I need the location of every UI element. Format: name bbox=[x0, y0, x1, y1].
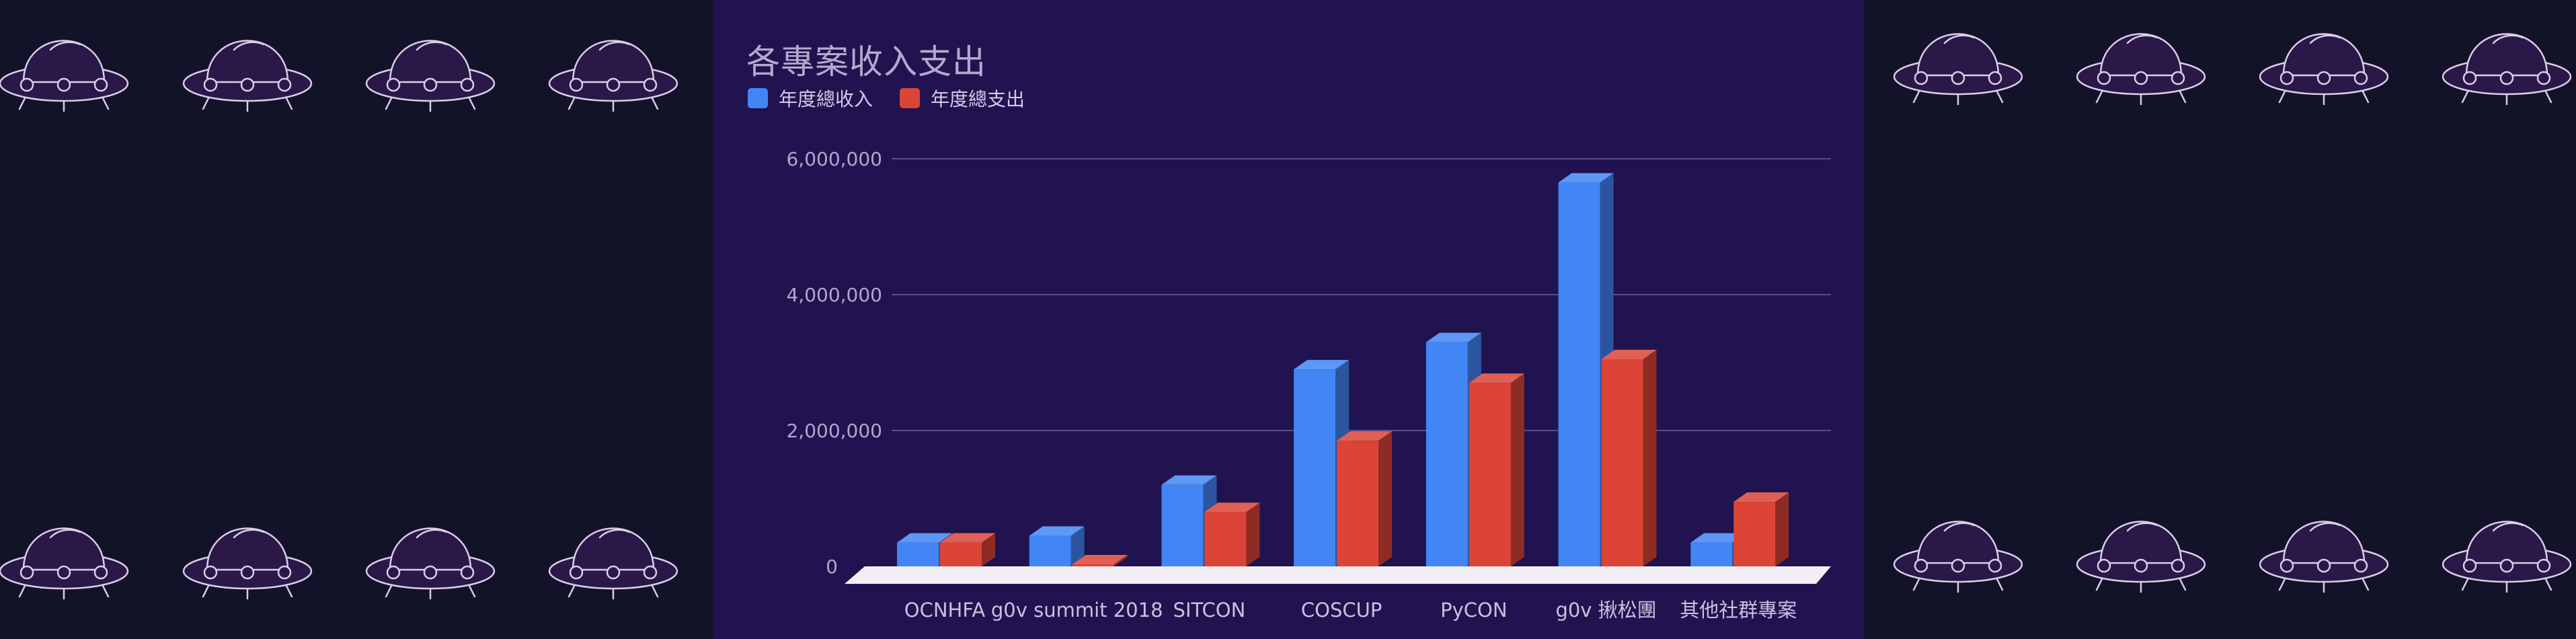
legend-item-expense[interactable]: 年度總支出 bbox=[900, 85, 1025, 112]
legend-item-income[interactable]: 年度總收入 bbox=[748, 85, 873, 112]
legend-swatch-income bbox=[748, 88, 768, 108]
bar-income-1 bbox=[1029, 526, 1085, 566]
ufo-icon bbox=[2076, 33, 2206, 106]
ufo-pattern-left bbox=[0, 40, 678, 600]
x-tick-label: 其他社群專案 bbox=[1680, 599, 1797, 622]
y-tick-label: 0 bbox=[826, 556, 838, 578]
ufo-icon bbox=[1893, 33, 2023, 106]
ufo-pattern-right bbox=[1893, 33, 2572, 593]
ufo-icon bbox=[2442, 33, 2572, 106]
chart-legend: 年度總收入 年度總支出 bbox=[748, 85, 1052, 112]
ufo-icon bbox=[548, 527, 678, 600]
y-tick-label: 4,000,000 bbox=[786, 284, 882, 306]
bar-expense-4 bbox=[1469, 373, 1524, 566]
chart-floor bbox=[845, 566, 1831, 584]
ufo-icon bbox=[2442, 521, 2572, 593]
bar-expense-0 bbox=[940, 533, 995, 566]
bar-expense-1 bbox=[1072, 554, 1128, 566]
x-tick-label: PyCON bbox=[1440, 599, 1507, 622]
x-tick-label: g0v 揪松團 bbox=[1555, 599, 1656, 622]
ufo-icon bbox=[2076, 521, 2206, 593]
ufo-icon bbox=[182, 40, 313, 112]
x-tick-label: g0v summit 2018 bbox=[991, 599, 1163, 622]
ufo-icon bbox=[548, 40, 678, 112]
ufo-icon bbox=[365, 40, 496, 112]
ufo-icon bbox=[2259, 521, 2389, 593]
bar-chart-plot: 0 2,000,000 4,000,000 6,000,000 OCNHFA g0v su… bbox=[786, 148, 1831, 622]
chart-panel: 各專案收入支出 年度總收入 年度總支出 0 2,000,000 4,000,000 6… bbox=[713, 0, 1864, 639]
bar-expense-3 bbox=[1337, 431, 1393, 566]
ufo-icon bbox=[182, 527, 313, 600]
ufo-icon bbox=[0, 527, 129, 600]
bar-expense-6 bbox=[1733, 492, 1789, 566]
chart-title: 各專案收入支出 bbox=[746, 42, 986, 81]
bar-expense-2 bbox=[1204, 502, 1260, 566]
legend-swatch-expense bbox=[900, 88, 921, 108]
ufo-icon bbox=[2259, 33, 2389, 106]
x-tick-label: OCNHFA bbox=[904, 599, 986, 622]
ufo-icon bbox=[0, 40, 129, 112]
y-tick-label: 2,000,000 bbox=[786, 420, 882, 442]
y-tick-label: 6,000,000 bbox=[786, 148, 882, 170]
legend-label-expense: 年度總支出 bbox=[931, 88, 1025, 110]
bar-expense-5 bbox=[1601, 349, 1657, 566]
x-tick-label: COSCUP bbox=[1301, 599, 1382, 622]
x-tick-label: SITCON bbox=[1173, 599, 1246, 622]
ufo-icon bbox=[365, 527, 496, 600]
ufo-icon bbox=[1893, 521, 2023, 593]
legend-label-income: 年度總收入 bbox=[779, 88, 873, 110]
